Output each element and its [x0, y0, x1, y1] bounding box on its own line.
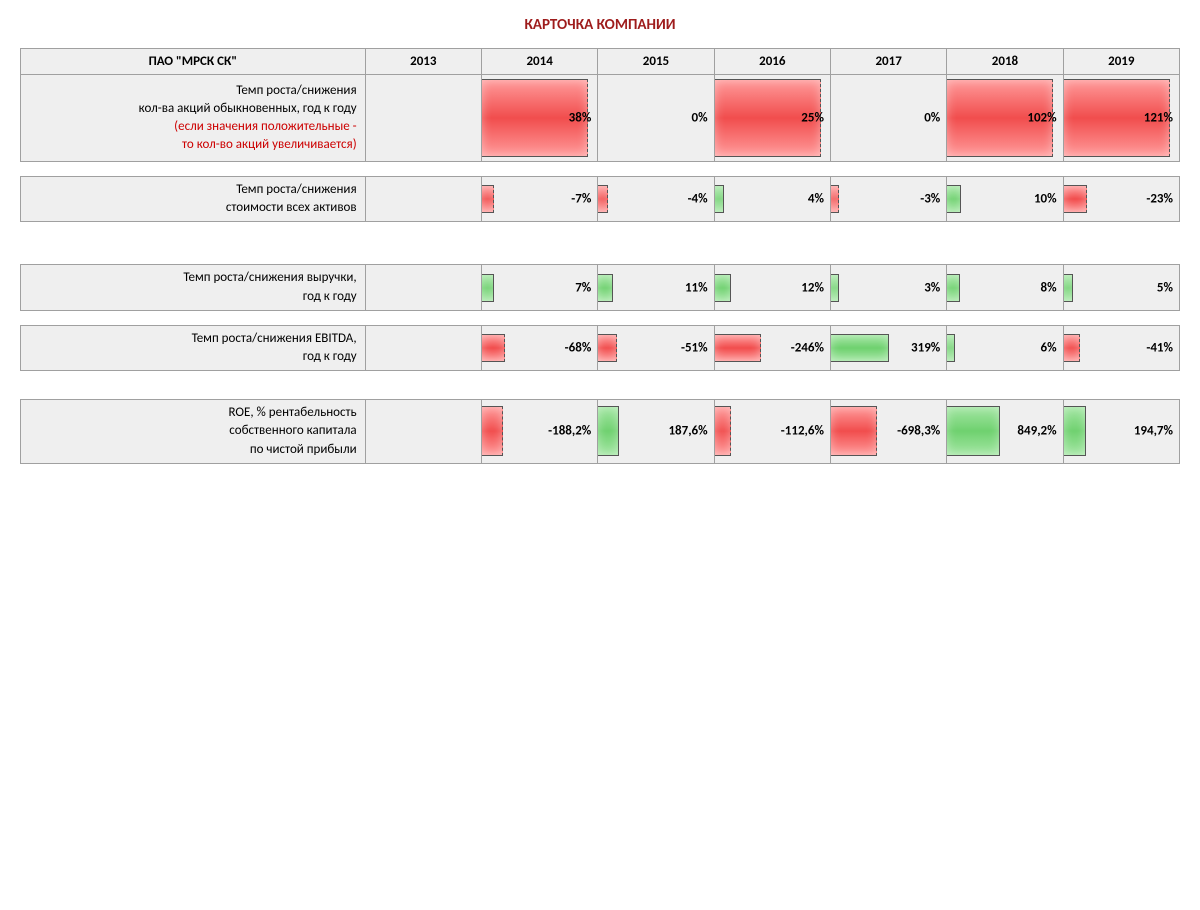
year-header-row: ПАО "МРСК СК" 2013 2014 2015 2016 2017 2… — [21, 49, 1180, 75]
bar-cell: 194,7% — [1063, 400, 1179, 464]
row-label: Темп роста/снижениякол-ва акций обыкнове… — [21, 75, 366, 162]
bar-cell: -4% — [598, 177, 714, 222]
bar-cell: 0% — [598, 75, 714, 162]
ebitda-growth-table: Темп роста/снижения EBITDA,год к году -6… — [20, 325, 1180, 371]
bar-cell: 121% — [1063, 75, 1179, 162]
bar-cell: -246% — [714, 325, 830, 370]
bar-cell: -698,3% — [830, 400, 946, 464]
bar-cell: 8% — [947, 265, 1063, 310]
ebitda-growth-row: Темп роста/снижения EBITDA,год к году -6… — [21, 325, 1180, 370]
company-name: ПАО "МРСК СК" — [21, 49, 366, 75]
bar-cell: 187,6% — [598, 400, 714, 464]
bar-cell: -68% — [481, 325, 597, 370]
shares-growth-row: Темп роста/снижениякол-ва акций обыкнове… — [21, 75, 1180, 162]
bar-cell: 319% — [830, 325, 946, 370]
bar-cell: 25% — [714, 75, 830, 162]
bar-cell: -41% — [1063, 325, 1179, 370]
bar-cell — [365, 177, 481, 222]
assets-growth-row: Темп роста/снижениястоимости всех активо… — [21, 177, 1180, 222]
year-2014: 2014 — [481, 49, 597, 75]
bar-cell: 12% — [714, 265, 830, 310]
bar-cell — [365, 325, 481, 370]
row-label: ROE, % рентабельностьсобственного капита… — [21, 400, 366, 464]
bar-cell: -23% — [1063, 177, 1179, 222]
revenue-growth-table: Темп роста/снижения выручки,год к году 7… — [20, 264, 1180, 310]
bar-cell: 6% — [947, 325, 1063, 370]
year-2017: 2017 — [830, 49, 946, 75]
bar-cell: 11% — [598, 265, 714, 310]
bar-cell: 102% — [947, 75, 1063, 162]
bar-cell: 10% — [947, 177, 1063, 222]
bar-cell — [365, 265, 481, 310]
bar-cell: -188,2% — [481, 400, 597, 464]
row-label: Темп роста/снижения выручки,год к году — [21, 265, 366, 310]
header-table: ПАО "МРСК СК" 2013 2014 2015 2016 2017 2… — [20, 48, 1180, 162]
year-2019: 2019 — [1063, 49, 1179, 75]
bar-cell: -3% — [830, 177, 946, 222]
year-2015: 2015 — [598, 49, 714, 75]
bar-cell: 7% — [481, 265, 597, 310]
bar-cell: 3% — [830, 265, 946, 310]
page-title: КАРТОЧКА КОМПАНИИ — [20, 16, 1180, 34]
bar-cell — [365, 400, 481, 464]
year-2018: 2018 — [947, 49, 1063, 75]
bar-cell: -112,6% — [714, 400, 830, 464]
bar-cell: 849,2% — [947, 400, 1063, 464]
row-label: Темп роста/снижениястоимости всех активо… — [21, 177, 366, 222]
roe-table: ROE, % рентабельностьсобственного капита… — [20, 399, 1180, 464]
bar-cell: 4% — [714, 177, 830, 222]
bar-cell: -51% — [598, 325, 714, 370]
row-label: Темп роста/снижения EBITDA,год к году — [21, 325, 366, 370]
bar-cell: -7% — [481, 177, 597, 222]
year-2013: 2013 — [365, 49, 481, 75]
roe-row: ROE, % рентабельностьсобственного капита… — [21, 400, 1180, 464]
bar-cell — [365, 75, 481, 162]
bar-cell: 0% — [830, 75, 946, 162]
bar-cell: 5% — [1063, 265, 1179, 310]
bar-cell: 38% — [481, 75, 597, 162]
year-2016: 2016 — [714, 49, 830, 75]
assets-growth-table: Темп роста/снижениястоимости всех активо… — [20, 176, 1180, 222]
revenue-growth-row: Темп роста/снижения выручки,год к году 7… — [21, 265, 1180, 310]
